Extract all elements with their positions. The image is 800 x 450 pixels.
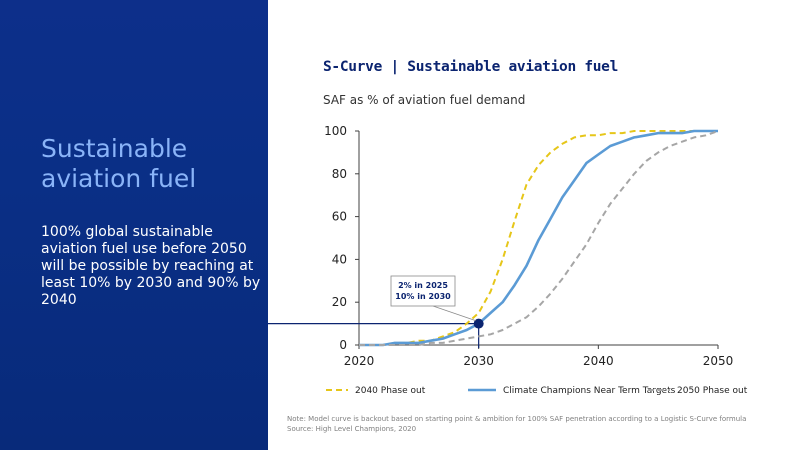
chart-subtitle: SAF as % of aviation fuel demand <box>323 93 526 107</box>
x-tick-label: 2030 <box>463 354 494 368</box>
y-tick-label: 100 <box>324 124 347 138</box>
left-panel: Sustainable aviation fuel 100% global su… <box>0 0 268 450</box>
chart-title: S-Curve | Sustainable aviation fuel <box>323 59 619 75</box>
chart-note: Note: Model curve is backout based on st… <box>287 415 792 434</box>
y-tick-label: 80 <box>332 167 347 181</box>
annotation-text: 10% in 2030 <box>395 292 451 301</box>
marker-point <box>473 318 484 329</box>
y-tick-label: 20 <box>332 295 347 309</box>
slide-title: Sustainable aviation fuel <box>41 134 197 193</box>
legend-label-0: 2040 Phase out <box>355 386 426 396</box>
annotation-text: 2% in 2025 <box>398 281 448 290</box>
legend-label-2: 2050 Phase out <box>677 386 748 396</box>
series-line-1 <box>359 129 718 347</box>
y-tick-label: 0 <box>339 338 347 352</box>
y-tick-label: 60 <box>332 210 347 224</box>
x-tick-label: 2020 <box>344 354 375 368</box>
note-line: Note: Model curve is backout based on st… <box>287 415 747 423</box>
x-tick-label: 2040 <box>583 354 614 368</box>
y-tick-label: 40 <box>332 252 347 266</box>
legend-label-1: Climate Champions Near Term Targets <box>503 386 676 396</box>
source-line: Source: High Level Champions, 2020 <box>287 424 417 433</box>
x-tick-label: 2050 <box>703 354 734 368</box>
annotation-pointer <box>432 305 476 321</box>
annotation-box <box>390 275 456 307</box>
legend: 2040 Phase out Climate Champions Near Ter… <box>326 386 748 396</box>
annotation: 2% in 2025 10% in 2030 <box>390 275 476 321</box>
slide-body-text: 100% global sustainable aviation fuel us… <box>41 224 261 308</box>
